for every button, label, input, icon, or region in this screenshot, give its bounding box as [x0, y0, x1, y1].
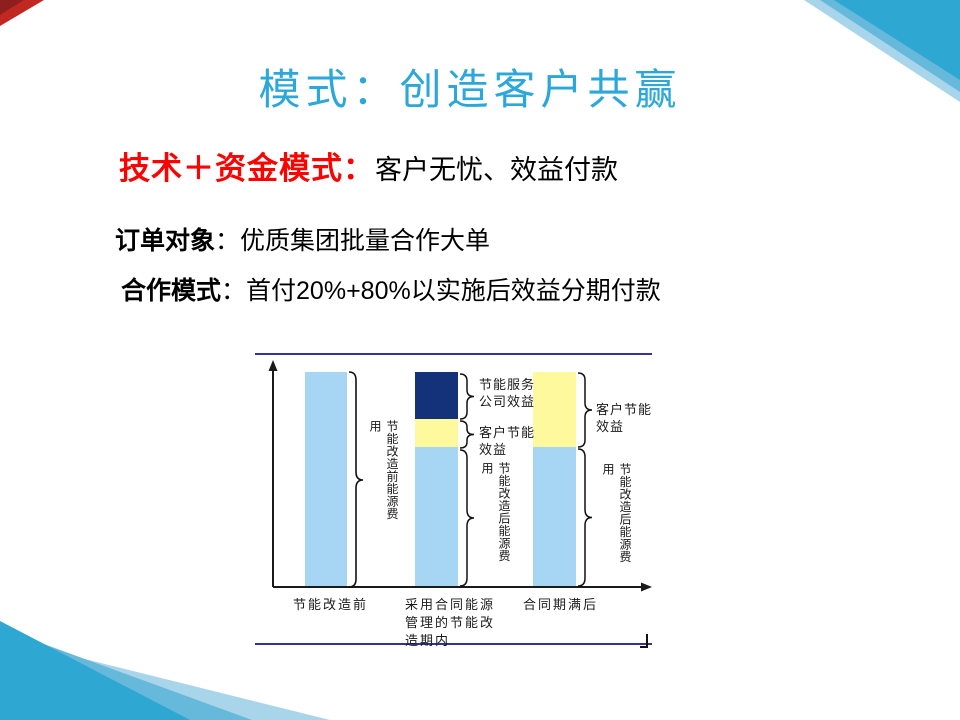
category-after-contract: 合同期满后 — [523, 597, 599, 612]
mode-statement-line: 技术＋资金模式：客户无忧、效益付款 — [119, 143, 618, 188]
category-emc-period: 采用合同能源管理的节能改造期内 — [405, 597, 496, 648]
object-anchor-mark — [640, 634, 648, 648]
order-target-label: 订单对象 — [115, 227, 216, 255]
brace-bar2-post-cost — [459, 449, 475, 587]
order-target-text: 优质集团批量合作大单 — [240, 227, 491, 255]
cooperation-mode-line: 合作模式：首付20%+80%以实施后效益分期付款 — [121, 271, 661, 307]
mode-label: 技术＋资金模式： — [119, 151, 375, 186]
y-axis-arrowhead — [268, 360, 278, 371]
brace-bar2-esco-benefit — [459, 373, 475, 420]
corner-ribbon-bottom-left-main — [0, 621, 190, 720]
brace-bar3-post-cost — [577, 448, 593, 587]
chart-image-border-bottom — [255, 643, 652, 645]
bar1-segment-pre-retrofit-energy-cost — [305, 372, 347, 587]
label-bar2-post-retrofit-energy-cost: 节能改造后能源费用 — [480, 462, 511, 562]
chart-axes-and-braces — [268, 360, 652, 648]
x-axis-arrowhead — [641, 582, 652, 592]
slide-title: 模式：创造客户共赢 — [258, 68, 682, 114]
bar3-segment-customer-savings — [533, 372, 576, 448]
bar3-segment-post-retrofit-energy-cost — [533, 447, 576, 587]
cooperation-mode-label: 合作模式 — [121, 277, 222, 305]
label-bar3-post-retrofit-energy-cost: 节能改造后能源费用 — [601, 463, 632, 563]
energy-cost-bar-chart: 节能改造前能源费用 节能服务公司效益 客户节能效益 节能改造后能源费用 客户节能… — [255, 350, 655, 652]
bar2-segment-customer-savings — [415, 419, 458, 448]
mode-text: 客户无忧、效益付款 — [375, 155, 618, 185]
brace-bar3-customer-savings — [577, 372, 593, 448]
brace-bar1-total — [348, 371, 364, 588]
bar2-segment-esco-benefit — [415, 372, 458, 420]
bar2-segment-post-retrofit-energy-cost — [415, 447, 458, 587]
label-pre-retrofit-energy-cost: 节能改造前能源费用 — [368, 420, 399, 520]
cooperation-mode-colon: ： — [221, 277, 247, 305]
cooperation-mode-text: 首付20%+80%以实施后效益分期付款 — [246, 277, 661, 305]
label-esco-benefit: 节能服务公司效益 — [479, 377, 536, 409]
chart-image-border-top — [255, 353, 652, 355]
order-target-colon: ： — [215, 227, 241, 255]
brace-bar2-customer-savings — [459, 420, 475, 449]
order-target-line: 订单对象：优质集团批量合作大单 — [115, 221, 490, 257]
category-pre-retrofit: 节能改造前 — [293, 597, 369, 612]
label-bar3-customer-savings: 客户节能效益 — [596, 402, 653, 434]
label-bar2-customer-savings: 客户节能效益 — [479, 425, 536, 457]
